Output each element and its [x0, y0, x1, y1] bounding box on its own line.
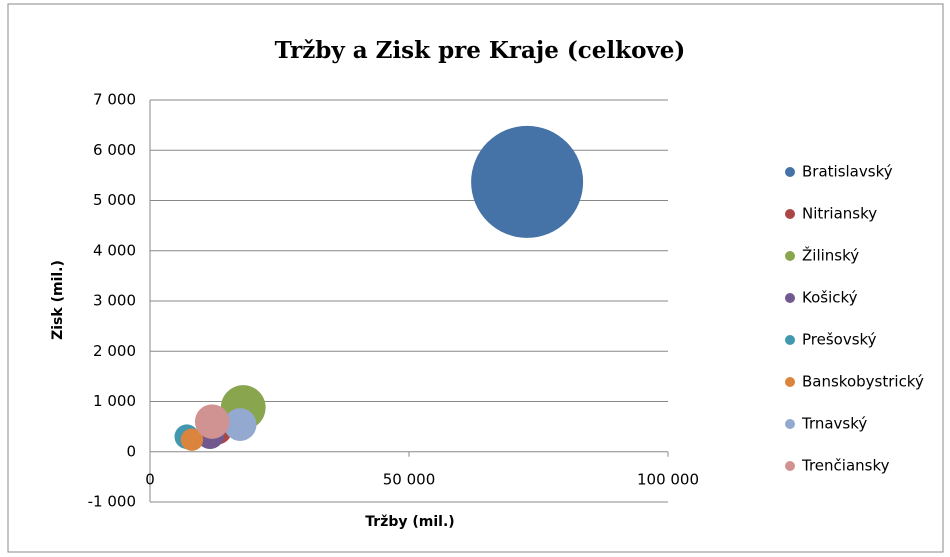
y-axis-label: Zisk (mil.): [50, 260, 66, 340]
legend-swatch: [785, 293, 795, 303]
bubble: [471, 125, 584, 238]
bubble: [180, 428, 204, 451]
legend-label: Trnavský: [801, 415, 867, 433]
legend-label: Trenčiansky: [801, 457, 890, 475]
y-tick-label: 5 000: [93, 191, 136, 209]
y-tick-label: 4 000: [93, 241, 136, 259]
chart-frame: [7, 3, 944, 553]
y-tick-label: 1 000: [93, 392, 136, 410]
bubble: [223, 408, 257, 441]
legend-swatch: [785, 167, 795, 177]
x-tick-label: 100 000: [637, 470, 699, 488]
legend-label: Banskobystrický: [802, 373, 924, 391]
bubble: [194, 404, 230, 439]
legend-swatch: [785, 461, 795, 471]
legend-label: Nitriansky: [802, 205, 877, 223]
legend-swatch: [785, 377, 795, 387]
legend-swatch: [785, 251, 795, 261]
y-tick-label: -1 000: [88, 493, 136, 511]
y-tick-label: 3 000: [93, 292, 136, 310]
y-tick-label: 6 000: [93, 141, 136, 159]
x-axis-label: Tržby (mil.): [365, 514, 454, 530]
chart-title: Tržby a Zisk pre Kraje (celkove): [275, 37, 686, 64]
legend-swatch: [785, 335, 795, 345]
y-tick-label: 0: [126, 442, 136, 460]
x-tick-label: 50 000: [383, 470, 436, 488]
y-tick-label: 7 000: [93, 91, 136, 109]
legend-label: Bratislavský: [802, 163, 893, 181]
legend-label: Žilinský: [802, 246, 859, 265]
legend-swatch: [785, 209, 795, 219]
legend-label: Košický: [802, 289, 858, 307]
y-tick-label: 2 000: [93, 342, 136, 360]
x-tick-label: 0: [145, 470, 155, 488]
legend-swatch: [785, 419, 795, 429]
legend-label: Prešovský: [802, 331, 877, 349]
